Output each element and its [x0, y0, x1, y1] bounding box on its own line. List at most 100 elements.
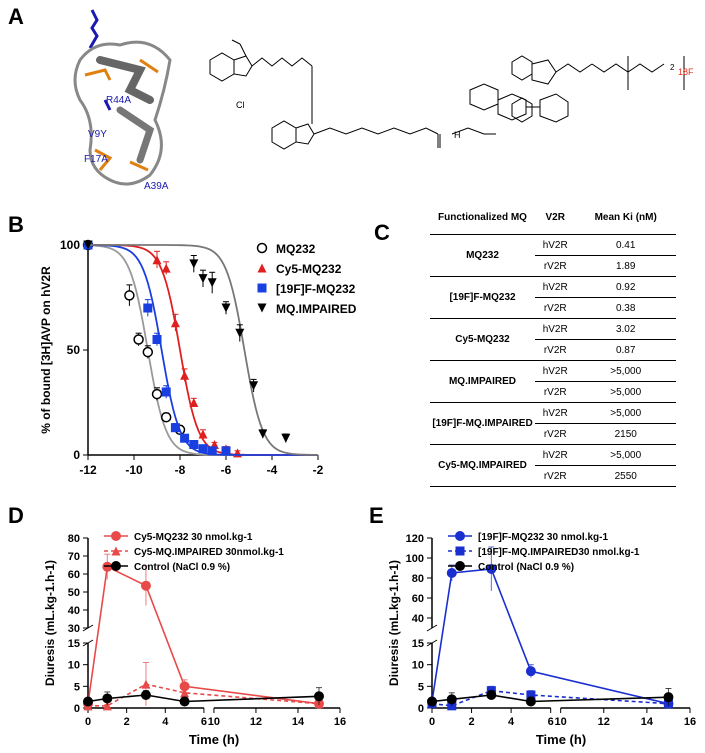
- series-line: [431, 689, 669, 707]
- legend-label: Cy5-MQ232: [276, 262, 342, 276]
- data-point: [83, 240, 93, 250]
- panel-letter-d: D: [8, 503, 24, 528]
- group-cell: Cy5-MQ.IMPAIRED: [430, 444, 535, 487]
- panel-letter-b: B: [8, 212, 24, 237]
- col-functionalized-mq: Functionalized MQ: [430, 200, 535, 235]
- cy5-dbco-structure: [209, 39, 569, 150]
- protein-ribbon-image: R44A V9Y F17A A39A: [73, 9, 172, 192]
- y-tick-label: 50: [67, 343, 81, 357]
- fit-curve: [88, 244, 318, 456]
- y-tick-label: 50: [68, 587, 80, 599]
- data-point: [486, 690, 497, 700]
- table-row: rV2R 2150: [430, 423, 676, 445]
- ki-value-cell: 0.87: [575, 339, 676, 361]
- data-point: [427, 696, 437, 707]
- receptor-cell: hV2R: [535, 402, 576, 424]
- table-row: rV2R 1.89: [430, 255, 676, 277]
- series-line: [87, 565, 320, 705]
- x-tick-label: 14: [292, 716, 305, 728]
- y-tick-label: 0: [74, 703, 80, 715]
- y-axis-title: % of bound [3H]AVP on hV2R: [39, 266, 53, 434]
- data-point: [526, 690, 536, 700]
- group-cell: MQ.IMPAIRED: [430, 360, 535, 403]
- y-tick-label: 70: [68, 551, 80, 563]
- legend-marker: [111, 546, 121, 556]
- receptor-cell: rV2R: [535, 423, 576, 445]
- data-point: [160, 411, 172, 423]
- y-tick-label: 0: [73, 448, 80, 462]
- ki-value-cell: 3.02: [575, 318, 676, 340]
- data-point: [140, 580, 151, 591]
- x-axis-title: -log[MQ]: [174, 484, 232, 485]
- table-row: rV2R 2550: [430, 465, 676, 487]
- x-axis-title: Time (h): [536, 732, 586, 747]
- mutation-label: F17A: [84, 154, 108, 165]
- fluorine-18-label: 18F: [678, 67, 694, 77]
- legend-label: Control (NaCl 0.9 %): [134, 562, 230, 573]
- receptor-cell: rV2R: [535, 297, 576, 319]
- legend: [19F]F-MQ232 30 nmol.kg-1 [19F]F-MQ.IMPAI…: [448, 531, 640, 573]
- x-tick-label: 12: [250, 716, 262, 728]
- mutation-label: A39A: [144, 181, 169, 192]
- receptor-cell: rV2R: [535, 381, 576, 403]
- legend-label: MQ.IMPAIRED: [276, 302, 357, 316]
- y-tick-label: 100: [60, 238, 80, 252]
- group-cell: MQ232: [430, 234, 535, 277]
- x-tick-label: -4: [267, 463, 278, 477]
- y-axis-title: Diuresis (mL.kg-1.h-1): [43, 560, 57, 686]
- legend-label: Cy5-MQ.IMPAIRED 30nmol.kg-1: [134, 547, 284, 558]
- legend-marker: [111, 531, 121, 541]
- receptor-cell: hV2R: [535, 234, 576, 256]
- mutation-label: V9Y: [88, 129, 107, 140]
- x-tick-label: 6: [201, 716, 207, 728]
- data-point: [180, 688, 190, 698]
- panel-a-figure: R44A V9Y F17A A39A Cl H 18F 2: [73, 9, 694, 192]
- ki-value-cell: 0.38: [575, 297, 676, 319]
- y-tick-label: 40: [412, 613, 424, 625]
- data-point: [151, 388, 163, 400]
- legend-marker: [455, 531, 465, 541]
- table-row: [19F]F-MQ.IMPAIRED hV2R >5,000: [430, 402, 676, 445]
- data-point: [258, 429, 268, 439]
- data-point: [180, 433, 190, 443]
- series-line: [88, 683, 320, 707]
- legend-marker: [256, 242, 268, 254]
- table-row: rV2R 0.87: [430, 339, 676, 361]
- x-tick-label: 10: [555, 716, 567, 728]
- data-point: [141, 679, 151, 689]
- x-tick-label: 4: [162, 716, 169, 728]
- ki-value-cell: >5,000: [575, 402, 676, 424]
- data-point: [143, 303, 153, 313]
- legend-label: MQ232: [276, 242, 316, 256]
- x-tick-label: 6: [548, 716, 554, 728]
- ki-value-cell: 1.89: [575, 255, 676, 277]
- legend: Cy5-MQ232 30 nmol.kg-1 Cy5-MQ.IMPAIRED 30…: [104, 531, 284, 573]
- y-tick-label: 5: [418, 681, 424, 693]
- receptor-cell: hV2R: [535, 360, 576, 382]
- table-row: MQ.IMPAIRED hV2R >5,000: [430, 360, 676, 403]
- y-tick-label: 0: [418, 703, 424, 715]
- series-1: [83, 662, 324, 711]
- data-point: [189, 259, 199, 269]
- data-point: [133, 334, 144, 345]
- x-tick-label: -6: [221, 463, 232, 477]
- axis-break-mark: [426, 624, 438, 632]
- x-tick-label: -2: [313, 463, 324, 477]
- amide-nh-label: H: [454, 130, 461, 140]
- ki-value-cell: >5,000: [575, 360, 676, 382]
- x-tick-label: -12: [79, 463, 97, 477]
- receptor-cell: rV2R: [535, 465, 576, 487]
- data-point: [313, 691, 324, 702]
- data-point: [161, 387, 171, 397]
- x-tick-label: 14: [641, 716, 654, 728]
- legend-marker: [257, 263, 267, 273]
- ki-value-cell: 0.92: [575, 276, 676, 298]
- panel-letter-a: A: [8, 4, 24, 29]
- y-tick-label: 80: [68, 533, 80, 545]
- y-tick-label: 5: [74, 681, 80, 693]
- ki-value-cell: 2150: [575, 423, 676, 445]
- group-cell: [19F]F-MQ232: [430, 276, 535, 319]
- data-point: [83, 696, 93, 707]
- data-point: [189, 440, 199, 449]
